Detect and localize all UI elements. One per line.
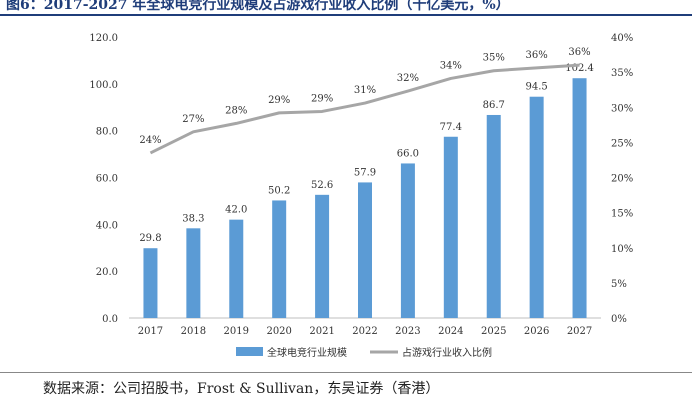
bar	[400, 163, 415, 318]
y-right-tick-label: 35%	[611, 68, 633, 79]
bar-value-label: 50.2	[268, 185, 290, 196]
x-tick-label: 2023	[395, 326, 420, 337]
bar-value-label: 38.3	[182, 213, 204, 224]
bar	[272, 200, 287, 318]
bar	[572, 78, 587, 318]
ratio-value-label: 29%	[311, 93, 333, 104]
bar-value-label: 86.7	[483, 100, 505, 111]
x-tick-label: 2018	[181, 326, 206, 337]
bar	[186, 228, 201, 318]
ratio-value-label: 34%	[440, 60, 462, 71]
legend-bar-label: 全球电竞行业规模	[267, 346, 347, 359]
y-right-tick-label: 20%	[611, 174, 633, 185]
ratio-value-label: 27%	[182, 114, 204, 125]
x-tick-label: 2026	[524, 326, 549, 337]
bar-value-label: 57.9	[354, 167, 376, 178]
footer-divider	[0, 372, 692, 373]
y-right-tick-label: 10%	[611, 244, 633, 255]
ratio-value-label: 24%	[139, 135, 161, 146]
ratio-value-label: 36%	[568, 47, 590, 58]
bar	[229, 219, 244, 318]
x-tick-label: 2025	[481, 326, 506, 337]
y-right-tick-label: 5%	[611, 279, 627, 290]
x-tick-label: 2024	[438, 326, 463, 337]
bar-value-label: 42.0	[225, 205, 247, 216]
chart: 0.0 20.0 40.0 60.0 80.0 100.0 120.0 0% 5% 10% 15% 2…	[89, 33, 633, 359]
bar-value-label: 29.8	[139, 233, 161, 244]
bar	[358, 182, 372, 318]
ratio-value-label: 29%	[268, 95, 290, 106]
x-tick-label: 2021	[309, 326, 334, 337]
y-right-tick-label: 15%	[611, 209, 633, 220]
y-left-tick-label: 20.0	[96, 267, 118, 278]
bar-value-label: 94.5	[526, 82, 548, 93]
bar-value-label: 77.4	[440, 122, 462, 133]
ratio-line	[149, 63, 580, 155]
bar-value-label: 102.4	[565, 63, 594, 74]
ratio-value-label: 35%	[483, 53, 505, 64]
ratio-value-label: 32%	[397, 73, 419, 84]
bar-value-label: 66.0	[397, 148, 419, 159]
legend-line-label: 占游戏行业收入比例	[402, 346, 492, 359]
y-right-tick-label: 0%	[611, 314, 627, 325]
figure-title: 图6：2017-2027 年全球电竞行业规模及占游戏行业收入比例（十亿美元，%）	[6, 0, 510, 13]
y-left-tick-label: 60.0	[96, 174, 118, 185]
x-tick-label: 2022	[352, 326, 377, 337]
bar	[529, 96, 544, 319]
bar-value-label: 52.6	[311, 180, 333, 191]
y-left-tick-label: 100.0	[89, 80, 118, 91]
ratio-value-label: 31%	[354, 85, 376, 96]
y-left-tick-label: 80.0	[96, 127, 118, 138]
y-right-tick-label: 40%	[611, 33, 633, 44]
y-left-tick-label: 0.0	[102, 314, 118, 325]
y-right-tick-label: 25%	[611, 138, 633, 149]
y-left-tick-label: 120.0	[89, 33, 118, 44]
y-right-tick-label: 30%	[611, 103, 633, 114]
x-tick-label: 2019	[224, 326, 249, 337]
x-tick-label: 2027	[567, 326, 592, 337]
legend-bar-swatch	[236, 347, 263, 356]
bar	[315, 194, 330, 318]
y-left-tick-label: 40.0	[96, 220, 118, 231]
x-tick-label: 2020	[266, 326, 291, 337]
bar	[486, 114, 501, 318]
ratio-value-label: 36%	[526, 50, 548, 61]
source-note: 数据来源：公司招股书，Frost & Sullivan，东吴证券（香港）	[43, 381, 440, 397]
title-divider	[0, 14, 692, 16]
bar	[143, 248, 158, 318]
bar	[443, 136, 458, 318]
x-tick-label: 2017	[138, 326, 163, 337]
ratio-value-label: 28%	[225, 105, 247, 116]
